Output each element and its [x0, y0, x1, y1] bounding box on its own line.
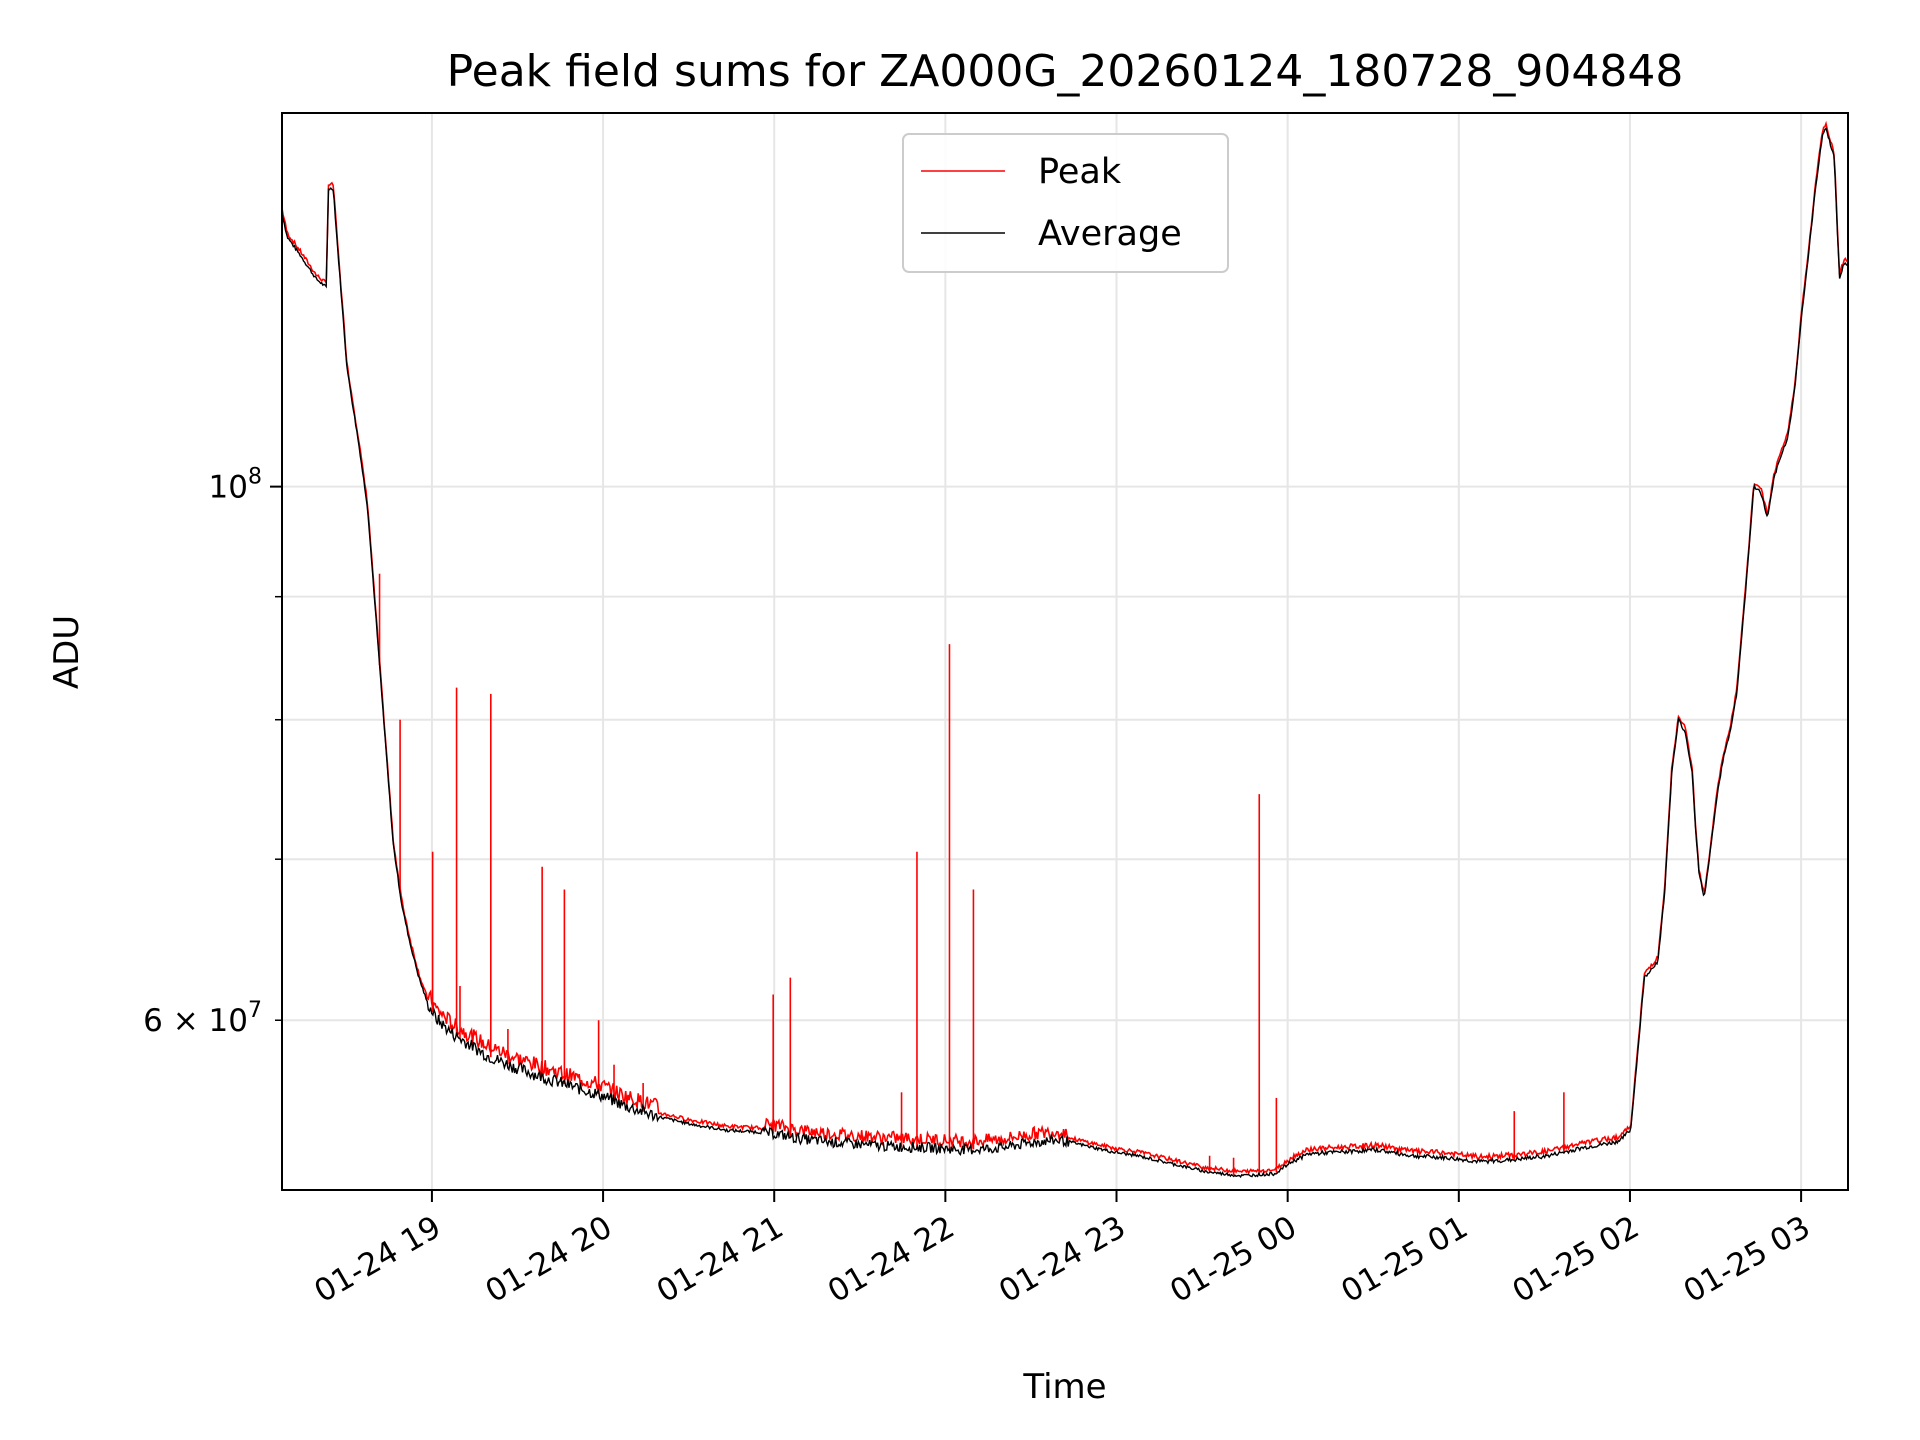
legend: Peak Average	[902, 133, 1229, 273]
y-axis-label: ADU	[47, 615, 87, 689]
y-axis-ticks: 108 6 × 107	[143, 465, 282, 1039]
y-tick-label: 108	[209, 465, 262, 506]
y-tick-label: 6 × 107	[143, 998, 262, 1039]
x-axis-label: Time	[1022, 1367, 1106, 1407]
peak-series-line	[282, 120, 1848, 1176]
series-layer	[282, 120, 1848, 1179]
legend-label-average: Average	[1038, 214, 1182, 254]
plot-area-frame	[281, 112, 1849, 1191]
chart-title: Peak field sums for ZA000G_20260124_1807…	[447, 46, 1684, 97]
legend-box	[902, 133, 1229, 273]
average-series-line	[282, 127, 1848, 1179]
grid	[282, 113, 1848, 1190]
legend-label-peak: Peak	[1038, 152, 1122, 192]
